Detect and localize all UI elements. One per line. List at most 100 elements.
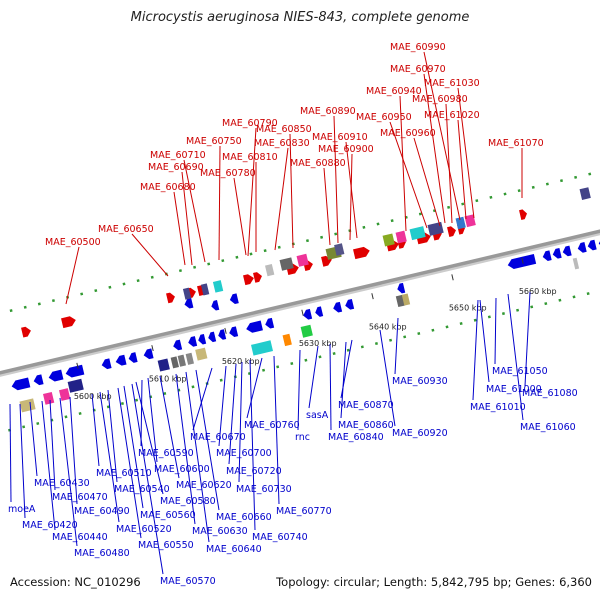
- reverse-gene: [397, 282, 406, 294]
- bottom-gene-label: MAE_60590: [138, 448, 194, 459]
- reverse-gene: [11, 377, 31, 391]
- feature-box: [212, 280, 224, 293]
- feature-box-shape: [464, 214, 476, 228]
- bottom-gene-leader: [297, 349, 301, 431]
- bottom-gene-leader: [147, 377, 158, 463]
- forward-gene: [166, 292, 175, 304]
- bottom-gene-leader: [131, 383, 164, 575]
- reverse-gene: [198, 333, 207, 345]
- top-gene-label: MAE_60680: [140, 182, 196, 193]
- feature-box: [185, 352, 194, 365]
- top-gene-leader: [389, 121, 428, 229]
- bottom-gene-label: MAE_60730: [236, 484, 292, 495]
- gene-arrow-shape: [552, 247, 562, 259]
- reverse-gene: [507, 253, 537, 270]
- feature-box-shape: [170, 356, 179, 369]
- bottom-gene-label: MAE_60860: [338, 420, 394, 431]
- gene-arrow-shape: [303, 308, 313, 320]
- gene-arrow-shape: [115, 354, 127, 366]
- bottom-gene-label: MAE_60520: [116, 524, 172, 535]
- bottom-gene-label: rnc: [295, 432, 310, 443]
- bottom-gene-leader: [117, 387, 142, 539]
- gene-arrow-shape: [519, 209, 528, 220]
- feature-box: [170, 356, 179, 369]
- gene-arrow-shape: [188, 336, 198, 347]
- top-gene-label: MAE_60990: [390, 42, 446, 53]
- top-gene-label: MAE_60880: [290, 158, 346, 169]
- bottom-gene-label: MAE_60640: [206, 544, 262, 555]
- feature-box: [19, 398, 36, 413]
- top-gene-label: MAE_60650: [98, 224, 154, 235]
- top-gene-label: MAE_60850: [256, 124, 312, 135]
- bottom-gene-leader: [195, 369, 220, 511]
- feature-box-shape: [382, 233, 395, 247]
- gene-arrow-shape: [33, 374, 44, 386]
- feature-box: [334, 243, 345, 256]
- top-gene-label: MAE_60830: [254, 138, 310, 149]
- gene-arrow-shape: [65, 364, 85, 378]
- feature-box: [401, 293, 411, 306]
- bottom-gene-leader: [479, 299, 490, 383]
- reverse-gene: [577, 242, 587, 253]
- reverse-gene: [229, 293, 239, 305]
- feature-box: [265, 263, 275, 277]
- bottom-gene-leader: [49, 399, 56, 491]
- kbp-tick-label: 5620 kbp: [222, 357, 260, 366]
- reverse-gene: [562, 245, 572, 257]
- bottom-gene-label: MAE_60630: [192, 526, 248, 537]
- reverse-gene: [229, 326, 239, 338]
- feature-box-shape: [157, 358, 170, 372]
- top-gene-leader: [457, 87, 475, 219]
- feature-box-shape: [177, 354, 186, 367]
- kbp-tick-label: 5630 kbp: [299, 339, 337, 348]
- top-gene-leader: [345, 141, 358, 239]
- feature-box: [455, 216, 466, 230]
- bottom-gene-leader: [192, 367, 213, 431]
- feature-box-shape: [334, 243, 345, 256]
- kbp-tick-label: 5640 kbp: [369, 322, 407, 331]
- feature-box-shape: [67, 378, 84, 393]
- kbp-tick: [451, 274, 454, 281]
- gene-arrow-shape: [333, 301, 343, 313]
- top-gene-leader: [349, 153, 353, 241]
- feature-box: [59, 388, 71, 401]
- bottom-gene-leader: [123, 385, 144, 509]
- upper-tick-track: [0, 172, 592, 315]
- feature-box: [464, 214, 476, 228]
- gene-arrow-shape: [101, 358, 112, 370]
- reverse-gene: [184, 297, 194, 309]
- gene-arrow-shape: [447, 226, 456, 237]
- top-gene-label: MAE_61070: [488, 138, 544, 149]
- gene-arrow-shape: [562, 245, 572, 257]
- kbp-tick: [76, 362, 79, 369]
- bottom-gene-label: MAE_60580: [160, 496, 216, 507]
- bottom-gene-leader: [238, 361, 243, 483]
- bottom-gene-leader: [340, 341, 347, 419]
- bottom-gene-label: MAE_60840: [328, 432, 384, 443]
- top-gene-leader: [289, 133, 294, 249]
- bottom-gene-label: MAE_60550: [138, 540, 194, 551]
- bottom-gene-leader: [524, 291, 531, 387]
- top-gene-label: MAE_60750: [186, 136, 242, 147]
- kbp-tick-label: 5650 kbp: [449, 304, 487, 313]
- top-gene-leader: [323, 167, 331, 246]
- top-gene-label: MAE_61020: [424, 110, 480, 121]
- gene-arrow-shape: [173, 339, 183, 351]
- reverse-gene: [48, 369, 64, 382]
- gene-arrow-shape: [253, 272, 262, 283]
- bottom-gene-leader: [472, 299, 479, 401]
- bottom-gene-label: MAE_61080: [522, 388, 578, 399]
- bottom-gene-label: MAE_60660: [216, 512, 272, 523]
- bottom-gene-label: MAE_60770: [276, 506, 332, 517]
- bottom-gene-label: MAE_60720: [226, 466, 282, 477]
- bottom-gene-label: MAE_61050: [492, 366, 548, 377]
- top-gene-label: MAE_60950: [356, 112, 412, 123]
- gene-arrow-shape: [542, 250, 552, 261]
- bottom-gene-leader: [175, 373, 196, 525]
- top-gene-leader: [457, 119, 467, 220]
- top-gene-label: MAE_60690: [148, 162, 204, 173]
- reverse-gene: [587, 239, 597, 251]
- feature-box-shape: [296, 253, 309, 267]
- bottom-gene-leader: [135, 381, 164, 495]
- top-gene-label: MAE_60890: [300, 106, 356, 117]
